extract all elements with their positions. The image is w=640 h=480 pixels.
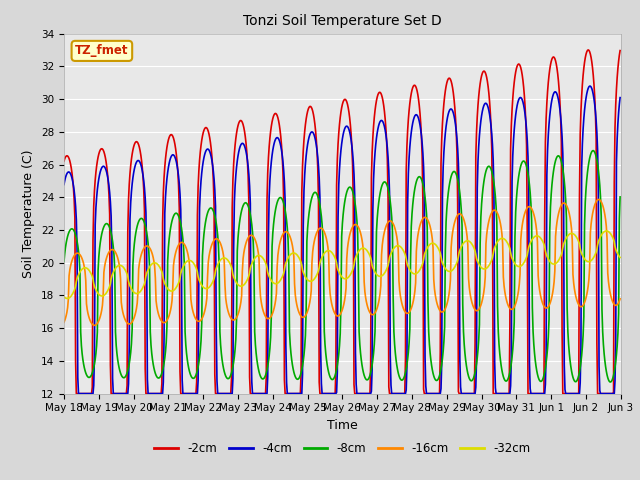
Legend: -2cm, -4cm, -8cm, -16cm, -32cm: -2cm, -4cm, -8cm, -16cm, -32cm [150, 437, 535, 460]
Text: TZ_fmet: TZ_fmet [75, 44, 129, 58]
Y-axis label: Soil Temperature (C): Soil Temperature (C) [22, 149, 35, 278]
Title: Tonzi Soil Temperature Set D: Tonzi Soil Temperature Set D [243, 14, 442, 28]
X-axis label: Time: Time [327, 419, 358, 432]
